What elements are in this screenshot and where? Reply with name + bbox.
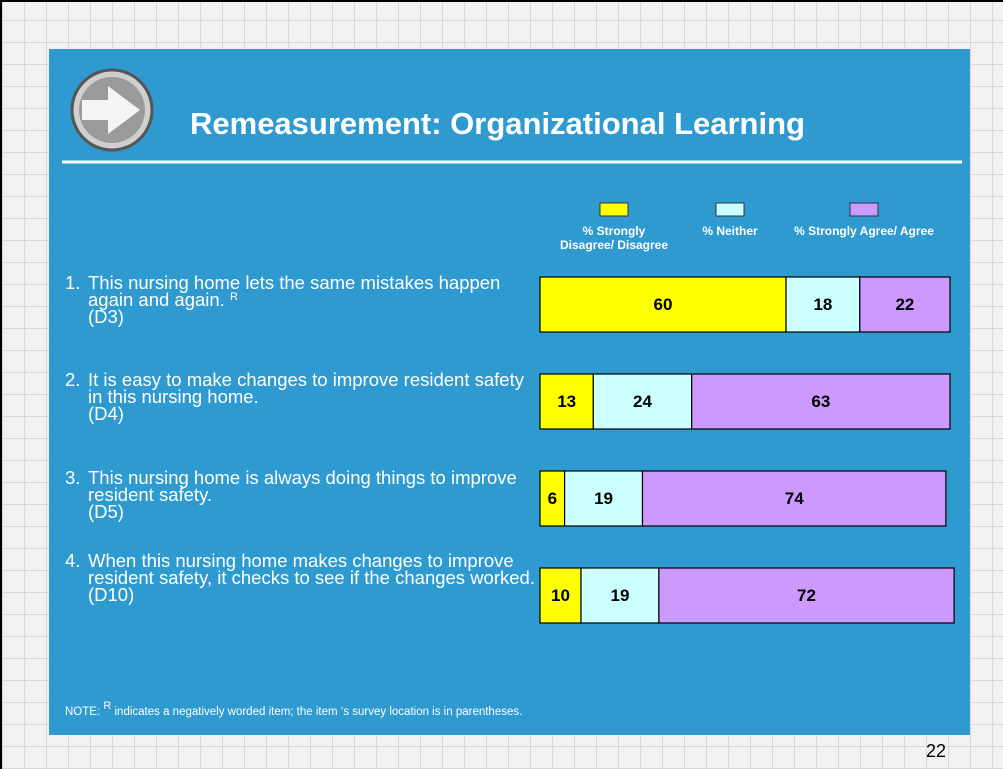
bar-segment (785, 276, 861, 333)
legend-swatch (599, 202, 629, 217)
data-label: 63 (811, 392, 830, 411)
bar-segment (580, 567, 660, 624)
item-text: It is easy to make changes to improve re… (88, 369, 535, 424)
item-text: This nursing home is always doing things… (88, 467, 535, 522)
item-code: (D5) (88, 501, 124, 522)
legend-swatch (849, 202, 879, 217)
item-number: 3. (65, 467, 81, 488)
item-label: This nursing home is always doing things… (88, 467, 517, 505)
bar-segment (691, 373, 951, 430)
arrow-icon (70, 68, 154, 152)
note-text: indicates a negatively worded item; the … (114, 706, 523, 718)
item-number: 4. (65, 550, 81, 571)
note-prefix: NOTE: (65, 706, 101, 718)
bar-segment (539, 567, 582, 624)
bar-segment (539, 373, 594, 430)
slide-title: Remeasurement: Organizational Learning (190, 106, 805, 141)
data-label: 19 (610, 586, 629, 605)
item-number: 2. (65, 369, 81, 390)
bar-segment (592, 373, 693, 430)
data-label: 72 (797, 586, 816, 605)
item-code: (D4) (88, 403, 124, 424)
bar-segment (641, 470, 947, 527)
page-number: 22 (926, 741, 947, 761)
legend-swatch (715, 202, 745, 217)
item-text: This nursing home lets the same mistakes… (88, 272, 535, 327)
data-label: 18 (813, 295, 832, 314)
data-label: 24 (633, 392, 652, 411)
legend-label: % Strongly Disagree/ Disagree (559, 224, 669, 252)
data-label: 13 (557, 392, 576, 411)
data-label: 60 (654, 295, 673, 314)
item-mark: R (229, 291, 238, 303)
note-mark: R (103, 700, 112, 712)
footnote: NOTE: R indicates a negatively worded it… (65, 701, 523, 719)
bar-segment (859, 276, 951, 333)
bar-segment (539, 276, 787, 333)
item: 4. When this nursing home makes changes t… (65, 550, 535, 605)
item-code: (D10) (88, 584, 135, 605)
item: 2. It is easy to make changes to improve … (65, 369, 535, 424)
item: 1. This nursing home lets the same mistak… (65, 272, 535, 327)
data-label: 10 (551, 586, 570, 605)
data-label: 6 (548, 489, 557, 508)
data-label: 22 (895, 295, 914, 314)
item-number: 1. (65, 272, 81, 293)
bar-segment (658, 567, 955, 624)
item-label: When this nursing home makes changes to … (88, 550, 535, 588)
item-label: It is easy to make changes to improve re… (88, 369, 524, 407)
item-code: (D3) (88, 306, 124, 327)
item-label: This nursing home lets the same mistakes… (88, 272, 501, 310)
legend-label: % Neither (702, 224, 758, 238)
item: 3. This nursing home is always doing thin… (65, 467, 535, 522)
data-label: 74 (785, 489, 804, 508)
data-label: 19 (594, 489, 613, 508)
bar-segment (563, 470, 644, 527)
item-text: When this nursing home makes changes to … (88, 550, 535, 605)
legend-label: % Strongly Agree/ Agree (794, 224, 934, 238)
